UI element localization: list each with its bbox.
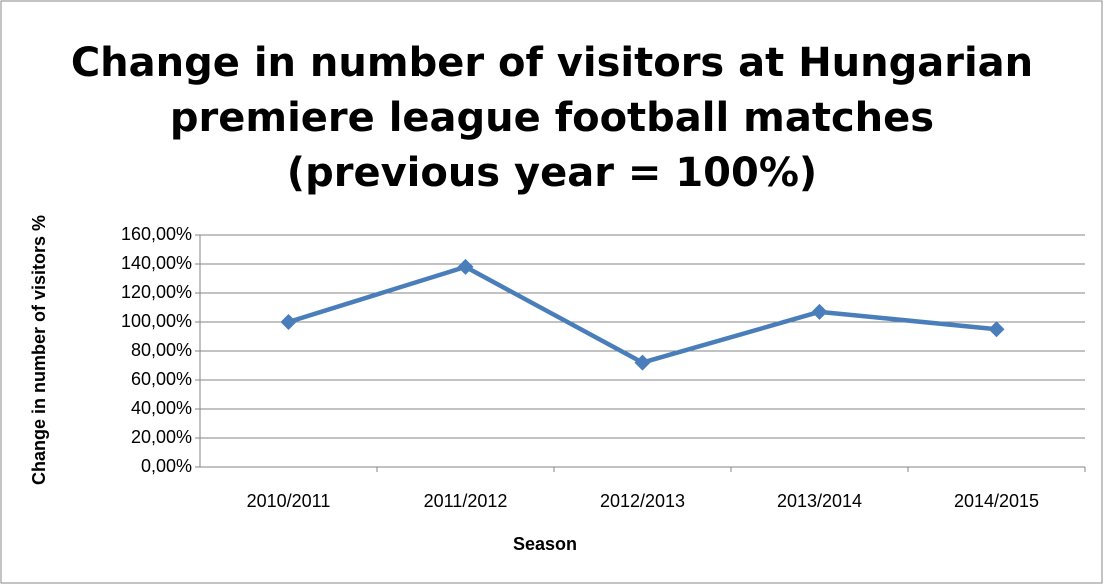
y-tick-label: 20,00% <box>131 427 192 447</box>
y-tick-label: 120,00% <box>121 282 192 302</box>
data-point <box>811 303 828 320</box>
data-point <box>634 354 651 371</box>
x-tick-label: 2010/2011 <box>247 491 331 511</box>
data-line <box>287 264 997 365</box>
x-tick-label: 2011/2012 <box>424 491 508 511</box>
y-tick-label: 40,00% <box>131 398 192 418</box>
x-axis-label: Season <box>513 534 577 554</box>
chart-title: Change in number of visitors at Hungaria… <box>70 40 1034 196</box>
x-tick-label: 2014/2015 <box>954 491 1039 511</box>
x-tick-label: 2012/2013 <box>600 491 685 511</box>
data-point <box>988 321 1005 338</box>
y-tick-label: 60,00% <box>131 369 192 389</box>
y-tick-label: 160,00% <box>121 224 192 244</box>
x-tick-label: 2013/2014 <box>777 491 862 511</box>
data-point <box>280 314 297 330</box>
y-tick-label: 100,00% <box>121 311 192 331</box>
y-tick-label: 140,00% <box>121 253 192 273</box>
data-point <box>457 258 474 275</box>
y-tick-label: 80,00% <box>131 340 192 360</box>
y-axis-label: Change in number of visitors % <box>29 215 49 485</box>
y-tick-label: 0,00% <box>141 456 192 476</box>
